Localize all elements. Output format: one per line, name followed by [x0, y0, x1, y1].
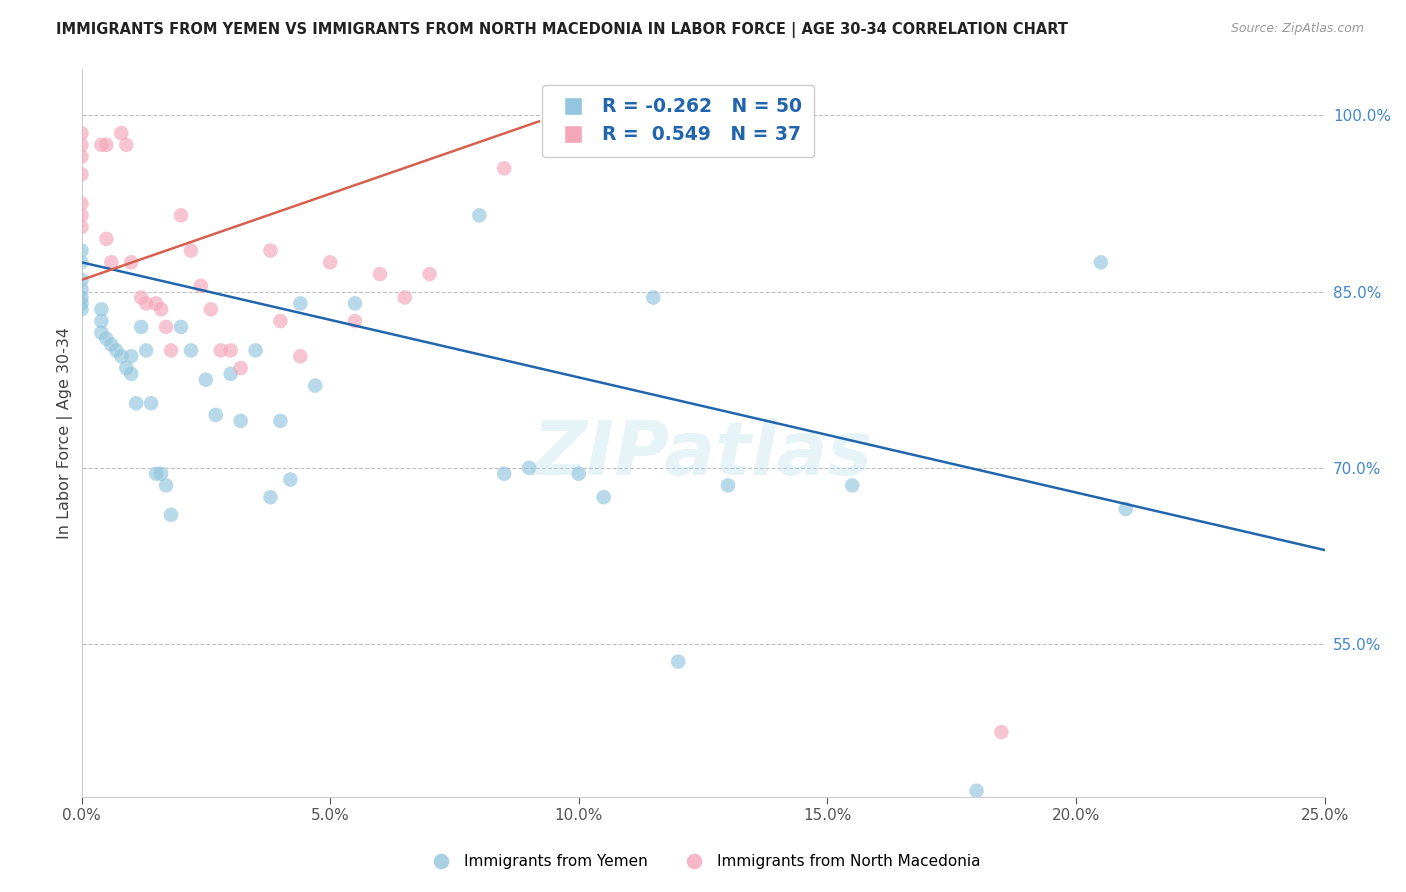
Point	[120, 255, 142, 269]
Point	[70, 291, 93, 305]
Point	[280, 473, 302, 487]
Point	[100, 337, 122, 351]
Point	[666, 655, 689, 669]
Point	[70, 296, 93, 310]
Point	[70, 244, 93, 258]
Point	[319, 255, 342, 269]
Point	[304, 378, 326, 392]
Point	[841, 478, 863, 492]
Point	[145, 467, 167, 481]
Point	[245, 343, 267, 358]
Point	[129, 319, 152, 334]
Point	[129, 291, 152, 305]
Point	[70, 220, 93, 235]
Point	[90, 314, 112, 328]
Text: ZIPatlas: ZIPatlas	[533, 418, 873, 491]
Point	[394, 291, 416, 305]
Text: IMMIGRANTS FROM YEMEN VS IMMIGRANTS FROM NORTH MACEDONIA IN LABOR FORCE | AGE 30: IMMIGRANTS FROM YEMEN VS IMMIGRANTS FROM…	[56, 22, 1069, 38]
Point	[494, 467, 516, 481]
Point	[90, 137, 112, 152]
Point	[1090, 255, 1112, 269]
Point	[966, 784, 988, 798]
Point	[170, 319, 193, 334]
Point	[229, 361, 252, 376]
Point	[70, 196, 93, 211]
Point	[290, 296, 312, 310]
Point	[115, 137, 138, 152]
Point	[592, 490, 614, 504]
Point	[70, 126, 93, 140]
Point	[120, 367, 142, 381]
Point	[125, 396, 148, 410]
Point	[70, 282, 93, 296]
Point	[368, 267, 391, 281]
Point	[110, 126, 132, 140]
Point	[145, 296, 167, 310]
Point	[135, 296, 157, 310]
Point	[110, 349, 132, 363]
Point	[70, 208, 93, 222]
Point	[100, 255, 122, 269]
Point	[90, 326, 112, 340]
Point	[190, 278, 212, 293]
Point	[219, 367, 242, 381]
Point	[180, 244, 202, 258]
Point	[70, 150, 93, 164]
Point	[96, 137, 118, 152]
Point	[990, 725, 1012, 739]
Point	[115, 361, 138, 376]
Point	[209, 343, 232, 358]
Point	[290, 349, 312, 363]
Point	[96, 332, 118, 346]
Point	[70, 137, 93, 152]
Point	[419, 267, 441, 281]
Point	[568, 467, 591, 481]
Point	[150, 302, 173, 317]
Point	[90, 302, 112, 317]
Point	[517, 460, 540, 475]
Point	[343, 314, 366, 328]
Point	[468, 208, 491, 222]
Point	[204, 408, 226, 422]
Legend: Immigrants from Yemen, Immigrants from North Macedonia: Immigrants from Yemen, Immigrants from N…	[420, 848, 986, 875]
Point	[269, 414, 291, 428]
Legend: R = -0.262   N = 50, R =  0.549   N = 37: R = -0.262 N = 50, R = 0.549 N = 37	[543, 85, 814, 157]
Point	[150, 467, 173, 481]
Point	[259, 490, 281, 504]
Point	[120, 349, 142, 363]
Point	[643, 291, 665, 305]
Point	[155, 478, 177, 492]
Point	[180, 343, 202, 358]
Point	[219, 343, 242, 358]
Point	[70, 302, 93, 317]
Point	[135, 343, 157, 358]
Point	[343, 296, 366, 310]
Point	[70, 255, 93, 269]
Point	[194, 373, 217, 387]
Point	[200, 302, 222, 317]
Point	[160, 508, 183, 522]
Point	[96, 232, 118, 246]
Point	[259, 244, 281, 258]
Point	[170, 208, 193, 222]
Point	[70, 273, 93, 287]
Point	[155, 319, 177, 334]
Point	[717, 478, 740, 492]
Y-axis label: In Labor Force | Age 30-34: In Labor Force | Age 30-34	[58, 326, 73, 539]
Point	[1115, 502, 1137, 516]
Text: Source: ZipAtlas.com: Source: ZipAtlas.com	[1230, 22, 1364, 36]
Point	[160, 343, 183, 358]
Point	[494, 161, 516, 176]
Point	[139, 396, 162, 410]
Point	[229, 414, 252, 428]
Point	[269, 314, 291, 328]
Point	[105, 343, 128, 358]
Point	[70, 167, 93, 181]
